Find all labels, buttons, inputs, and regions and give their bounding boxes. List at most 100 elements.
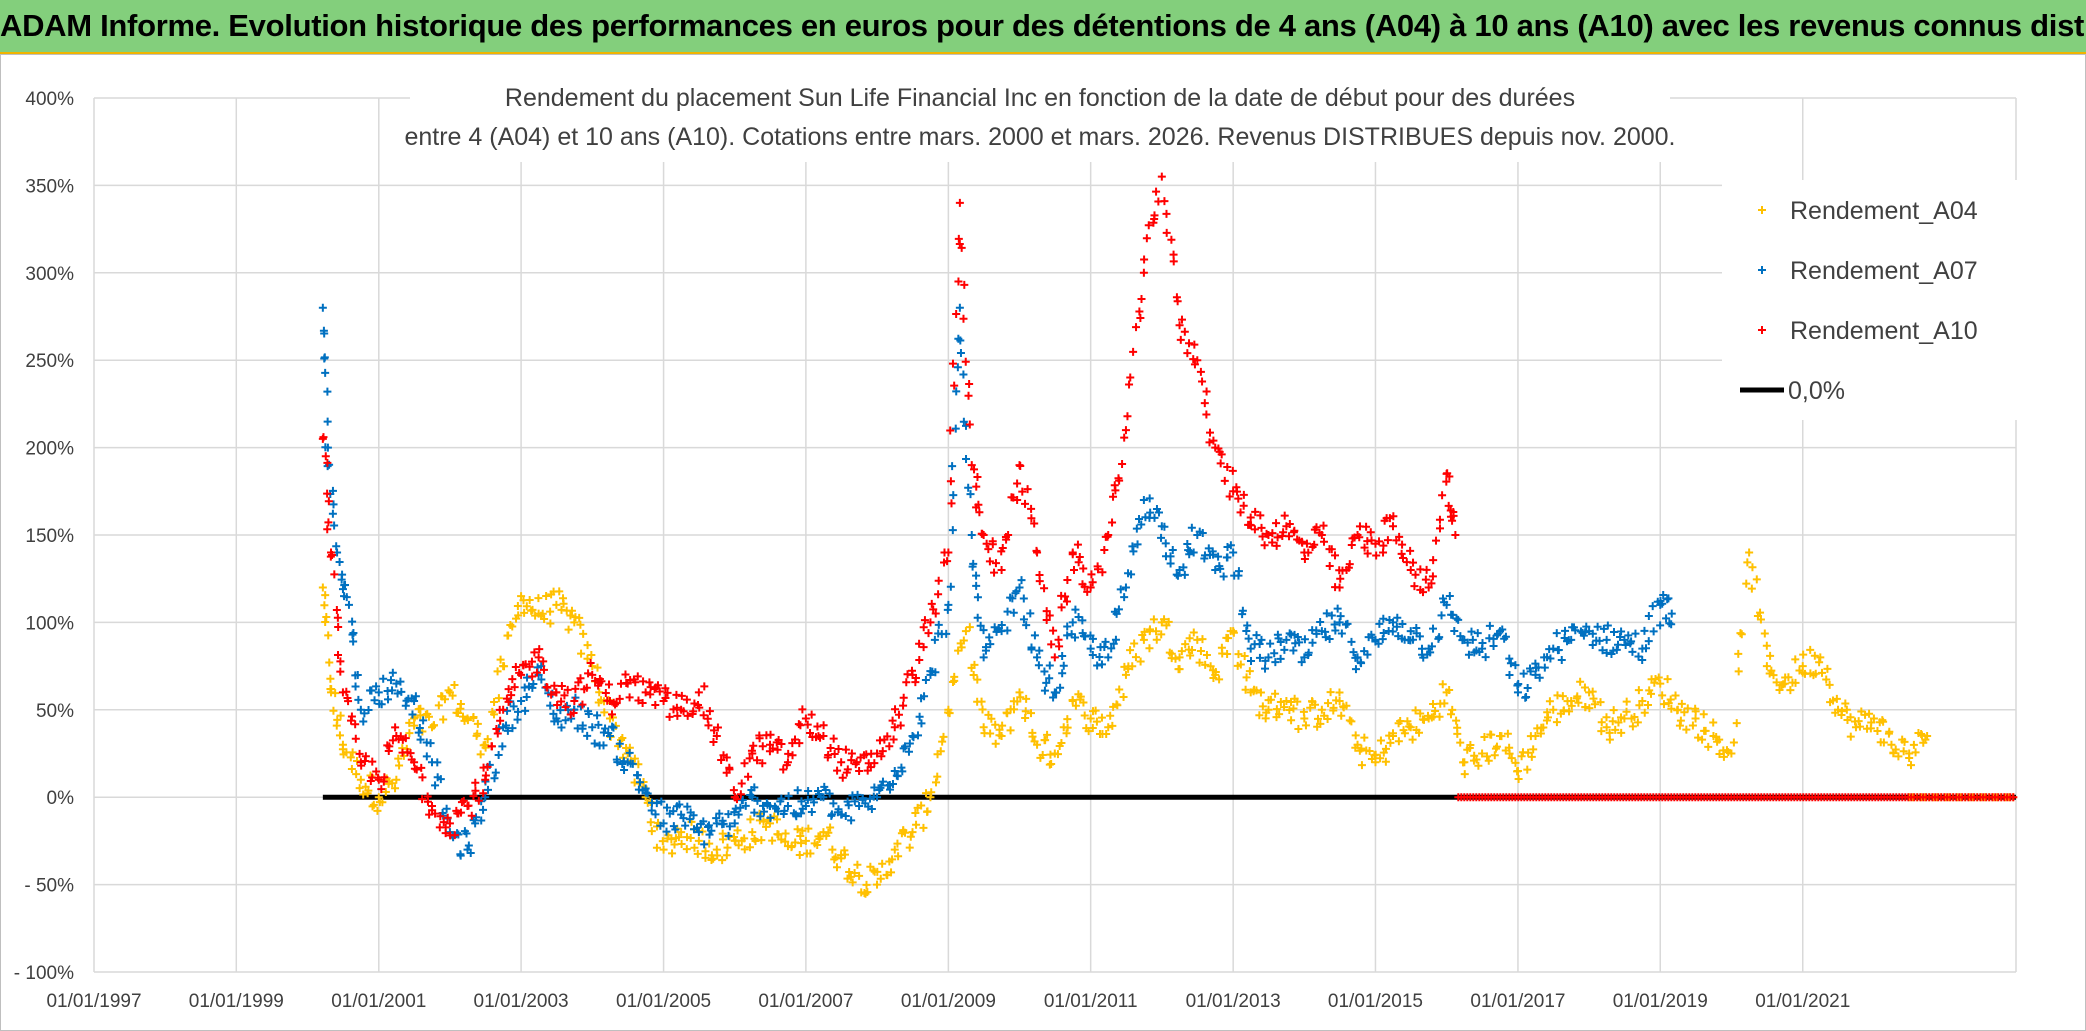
data-point bbox=[1108, 518, 1117, 527]
data-point bbox=[1911, 748, 1920, 757]
data-point bbox=[549, 709, 558, 718]
data-point bbox=[1363, 549, 1372, 558]
data-point bbox=[1166, 552, 1175, 561]
data-point bbox=[829, 799, 838, 808]
data-point bbox=[332, 721, 341, 730]
data-point bbox=[1327, 611, 1336, 620]
data-point bbox=[1527, 752, 1536, 761]
data-point bbox=[787, 843, 796, 852]
data-point bbox=[1335, 697, 1344, 706]
data-point bbox=[1104, 531, 1113, 539]
data-point bbox=[1535, 673, 1544, 682]
data-point bbox=[1351, 665, 1360, 674]
data-point bbox=[323, 525, 332, 534]
data-point bbox=[927, 599, 936, 608]
data-point bbox=[1058, 652, 1067, 661]
data-point bbox=[508, 622, 517, 631]
data-point bbox=[599, 741, 608, 750]
data-point bbox=[974, 500, 983, 509]
data-point bbox=[950, 676, 959, 685]
data-point bbox=[1456, 738, 1465, 747]
data-point bbox=[934, 576, 943, 585]
data-point bbox=[1869, 714, 1878, 723]
data-point bbox=[1152, 187, 1161, 196]
data-point bbox=[498, 742, 507, 751]
data-point bbox=[1810, 651, 1819, 660]
data-point bbox=[894, 710, 903, 719]
data-point bbox=[926, 618, 935, 627]
data-point bbox=[681, 821, 690, 830]
data-point bbox=[834, 745, 843, 754]
data-point bbox=[970, 660, 979, 669]
data-point bbox=[1130, 639, 1139, 648]
data-point bbox=[1266, 639, 1275, 648]
data-point bbox=[608, 710, 616, 719]
data-point bbox=[1452, 614, 1461, 623]
data-point bbox=[796, 721, 805, 730]
data-point bbox=[793, 786, 802, 795]
data-point bbox=[736, 790, 745, 799]
data-point bbox=[1289, 704, 1298, 713]
data-point bbox=[1180, 570, 1189, 579]
data-point bbox=[757, 836, 766, 845]
data-point bbox=[574, 678, 583, 687]
data-point bbox=[582, 683, 591, 692]
data-point bbox=[1834, 705, 1843, 714]
data-point bbox=[1581, 628, 1590, 637]
data-point bbox=[338, 570, 347, 579]
data-point bbox=[493, 667, 502, 676]
data-point bbox=[563, 685, 572, 694]
data-point bbox=[1297, 658, 1306, 667]
data-point bbox=[578, 700, 587, 709]
data-point bbox=[352, 770, 361, 779]
data-point bbox=[677, 691, 686, 700]
data-point bbox=[1115, 685, 1124, 694]
data-point bbox=[1111, 635, 1120, 644]
data-point bbox=[917, 801, 926, 810]
data-point bbox=[1223, 463, 1232, 472]
data-point bbox=[1260, 541, 1269, 550]
data-point bbox=[546, 619, 555, 628]
data-point bbox=[1304, 548, 1313, 557]
data-point bbox=[1492, 742, 1501, 751]
data-point bbox=[1442, 477, 1451, 486]
data-point bbox=[905, 843, 914, 852]
data-point bbox=[620, 766, 629, 775]
legend-label: Rendement_A10 bbox=[1790, 317, 1978, 345]
data-point bbox=[601, 689, 610, 698]
data-point bbox=[540, 614, 549, 623]
data-point bbox=[1008, 594, 1017, 603]
data-point bbox=[578, 721, 587, 730]
data-point bbox=[673, 711, 682, 720]
data-point bbox=[336, 657, 345, 666]
data-point bbox=[571, 684, 580, 693]
data-point bbox=[1308, 638, 1317, 647]
data-point bbox=[919, 623, 928, 632]
data-point bbox=[909, 733, 918, 742]
data-point bbox=[442, 804, 451, 813]
data-point bbox=[1635, 701, 1644, 710]
data-point bbox=[1251, 507, 1260, 516]
data-point bbox=[1097, 713, 1106, 722]
data-point bbox=[961, 357, 970, 366]
data-point bbox=[955, 303, 964, 312]
data-point bbox=[1113, 701, 1122, 710]
data-point bbox=[669, 807, 678, 816]
data-point bbox=[946, 582, 955, 591]
data-point bbox=[863, 888, 872, 897]
data-point bbox=[1160, 615, 1169, 624]
data-point bbox=[1280, 703, 1289, 712]
data-point bbox=[510, 683, 519, 692]
data-point bbox=[700, 840, 709, 849]
data-point bbox=[1389, 512, 1398, 521]
data-point bbox=[1244, 634, 1253, 643]
data-point bbox=[1110, 481, 1119, 490]
data-point bbox=[552, 688, 561, 697]
data-point bbox=[1439, 594, 1448, 603]
data-point bbox=[1331, 551, 1340, 560]
data-point bbox=[1076, 692, 1085, 701]
data-point bbox=[1145, 644, 1154, 653]
legend-label: 0,0% bbox=[1788, 377, 1845, 405]
data-point bbox=[504, 631, 513, 640]
data-point bbox=[471, 786, 480, 795]
